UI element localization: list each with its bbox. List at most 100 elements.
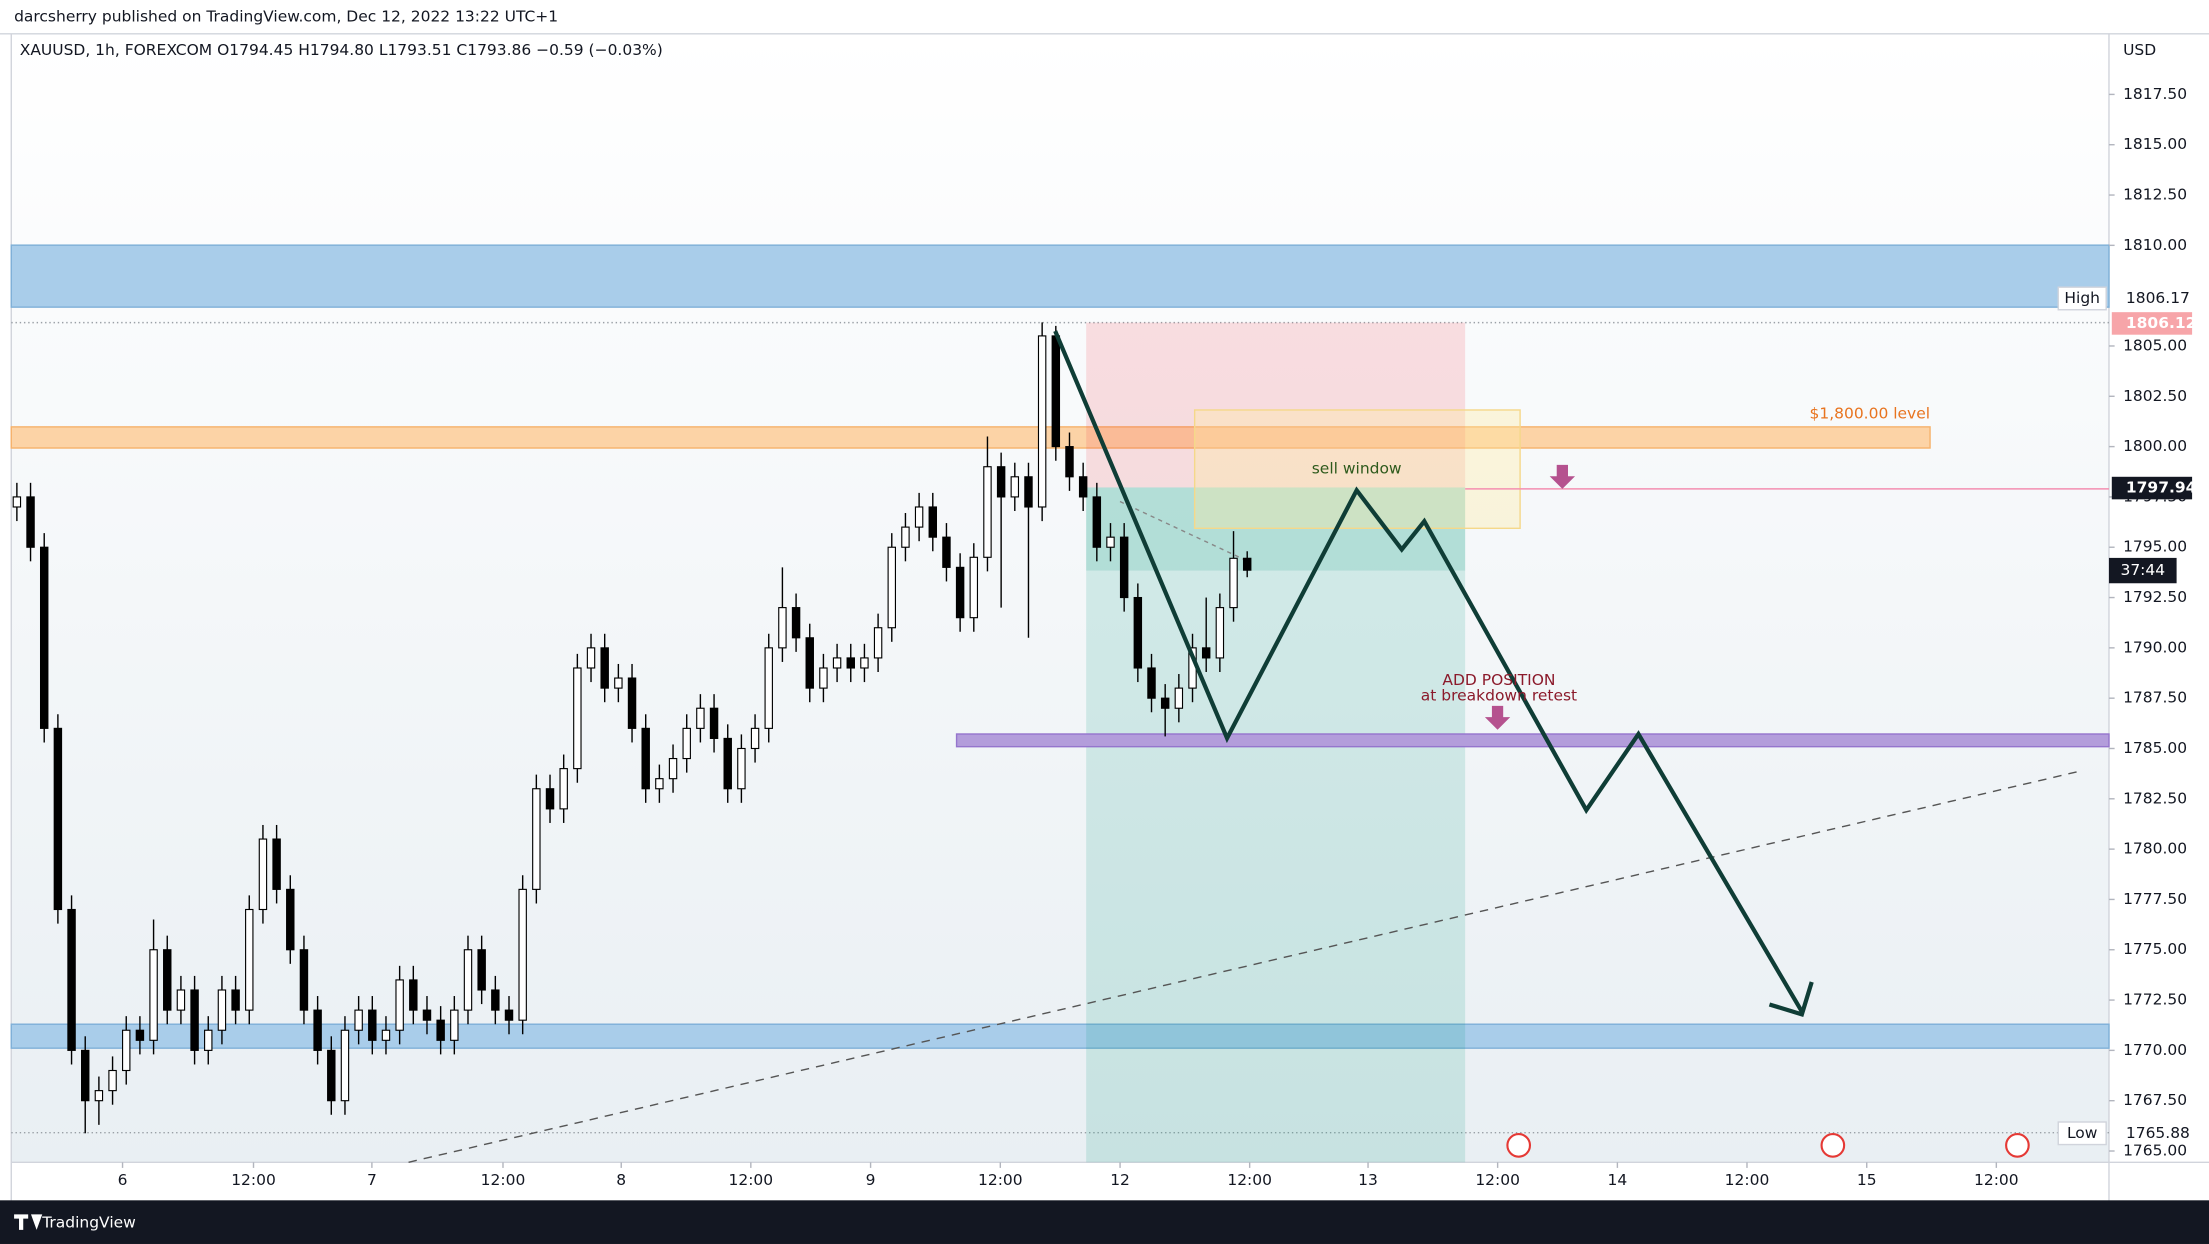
path-projection xyxy=(1053,330,1804,1013)
publish-header: darcsherry published on TradingView.com,… xyxy=(14,7,558,25)
event-icons xyxy=(1506,1133,2030,1158)
candle-body xyxy=(39,546,49,729)
event-icon xyxy=(2005,1133,2030,1158)
candle-body xyxy=(190,989,199,1051)
candle-body xyxy=(450,1009,459,1041)
candle-body xyxy=(368,1009,377,1041)
candle-body xyxy=(819,667,828,689)
currency: USD xyxy=(2123,41,2156,59)
candle-body xyxy=(668,757,678,780)
y-tick-label: 1775.00 xyxy=(2123,940,2187,958)
y-tick-label: 1770.00 xyxy=(2123,1041,2187,1059)
candle-body xyxy=(395,979,404,1031)
footer-brand: TradingView xyxy=(41,1213,136,1231)
y-tick-label: 1790.00 xyxy=(2123,638,2187,656)
x-tick-label: 12:00 xyxy=(481,1171,526,1189)
x-tick-label: 12:00 xyxy=(978,1171,1023,1189)
y-tick-label: 1815.00 xyxy=(2123,135,2187,153)
y-tick-label: 1800.00 xyxy=(2123,437,2187,455)
candles xyxy=(12,322,1252,1134)
candle-body xyxy=(272,838,281,890)
price-label-bg xyxy=(2111,287,2193,310)
candle-body xyxy=(791,607,801,639)
candle-body xyxy=(26,496,35,548)
candle-body xyxy=(12,496,22,508)
x-tick-label: 15 xyxy=(1857,1171,1877,1189)
marker-tag: Low xyxy=(2067,1124,2098,1142)
candle-body xyxy=(163,949,172,1011)
y-tick-label: 1780.00 xyxy=(2123,840,2187,858)
candle-body xyxy=(204,1029,213,1051)
countdown-bg xyxy=(2108,557,2177,584)
footer-bar xyxy=(0,1200,2209,1244)
y-tick-label: 1802.50 xyxy=(2123,387,2187,405)
candle-body xyxy=(258,838,268,911)
candle-body xyxy=(1010,476,1020,498)
x-tick-label: 6 xyxy=(118,1171,128,1189)
price-label: 1806.12 xyxy=(2126,314,2197,332)
price-label-bg xyxy=(2111,312,2193,335)
candle-body xyxy=(422,1009,432,1021)
candle-body xyxy=(696,707,705,729)
x-tick-label: 7 xyxy=(367,1171,377,1189)
breakdown-zone xyxy=(955,733,2110,748)
y-tick-label: 1812.50 xyxy=(2123,186,2187,204)
x-tick-label: 8 xyxy=(616,1171,626,1189)
candle-body xyxy=(873,627,883,659)
plot-area xyxy=(11,33,2109,1163)
sell-arrow xyxy=(1549,464,1576,489)
candle-body xyxy=(1106,536,1115,548)
event-icon xyxy=(1506,1133,1532,1158)
marker-tag-bg xyxy=(2057,1121,2107,1146)
candle-body xyxy=(655,778,664,790)
candle-body xyxy=(901,526,910,548)
risk-zone xyxy=(1086,322,1466,488)
x-tick-label: 12 xyxy=(1110,1171,1130,1189)
candle-body xyxy=(135,1029,145,1041)
candle-body xyxy=(955,566,965,619)
candle-body xyxy=(1092,496,1102,548)
candle-body xyxy=(914,506,924,528)
marker-tag: High xyxy=(2064,289,2100,307)
candle-body xyxy=(723,737,732,790)
candle-body xyxy=(586,647,596,669)
marker-tag-bg xyxy=(2057,286,2107,311)
candle-body xyxy=(53,727,63,911)
candle-body xyxy=(149,949,158,1041)
y-tick-label: 1810.00 xyxy=(2123,236,2187,254)
price-label-bg xyxy=(2111,476,2193,500)
candle-body xyxy=(1037,335,1047,508)
candle-body xyxy=(887,546,896,629)
candle-body xyxy=(354,1009,363,1031)
candle-body xyxy=(245,908,254,1011)
candle-body xyxy=(860,657,869,669)
candle-body xyxy=(477,949,486,991)
y-tick-label: 1792.50 xyxy=(2123,588,2187,606)
candle-body xyxy=(81,1049,90,1102)
candle-body xyxy=(327,1049,336,1102)
x-tick-label: 14 xyxy=(1608,1171,1628,1189)
candle-body xyxy=(1174,687,1184,709)
x-tick-label: 12:00 xyxy=(729,1171,774,1189)
price-label: 1765.88 xyxy=(2126,1124,2190,1142)
x-tick-label: 12:00 xyxy=(1725,1171,1770,1189)
candle-body xyxy=(805,637,814,689)
candle-body xyxy=(1229,557,1238,609)
x-tick-label: 13 xyxy=(1358,1171,1378,1189)
symbol-legend: XAUUSD, 1h, FOREXCOM O1794.45 H1794.80 L… xyxy=(20,41,663,59)
candle-body xyxy=(778,607,787,649)
candle-body xyxy=(340,1029,350,1102)
y-tick-label: 1782.50 xyxy=(2123,789,2187,807)
candle-body xyxy=(942,536,951,568)
candle-body xyxy=(299,949,309,1011)
y-tick-label: 1777.50 xyxy=(2123,890,2187,908)
level-zone xyxy=(10,426,1931,449)
candle-body xyxy=(313,1009,322,1051)
y-tick-label: 1785.00 xyxy=(2123,739,2187,757)
candle-body xyxy=(532,788,541,890)
candle-body xyxy=(737,747,746,790)
candle-body xyxy=(217,989,227,1031)
x-tick-label: 12:00 xyxy=(1227,1171,1272,1189)
candle-body xyxy=(504,1009,514,1021)
